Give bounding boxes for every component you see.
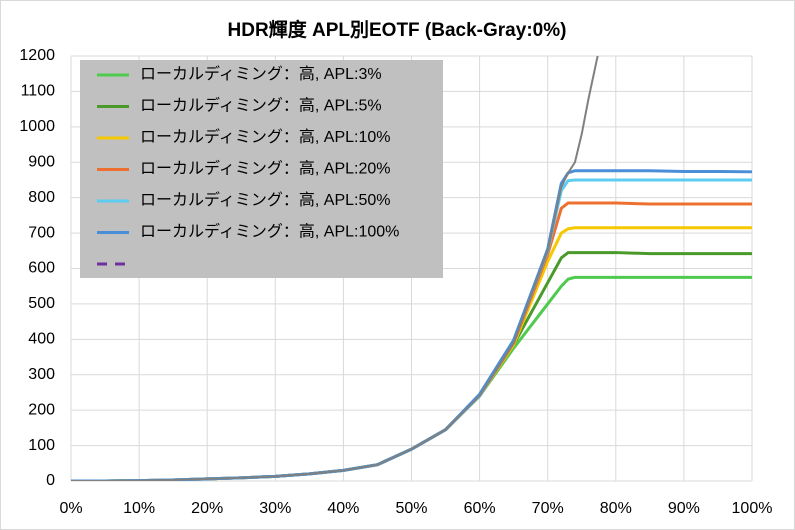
x-tick-label: 30% (259, 500, 291, 517)
legend-label: ローカルディミング：高, APL:3% (140, 64, 382, 83)
legend-label: ローカルディミング：高, APL:5% (140, 96, 382, 115)
y-tick-label: 400 (28, 331, 55, 348)
x-tick-label: 50% (395, 500, 427, 517)
x-tick-label: 60% (464, 500, 496, 517)
series-line (71, 56, 599, 481)
x-tick-label: 40% (327, 500, 359, 517)
x-tick-label: 70% (532, 500, 564, 517)
x-tick-label: 80% (600, 500, 632, 517)
x-tick-label: 90% (668, 500, 700, 517)
x-tick-label: 100% (732, 500, 773, 517)
x-tick-label: 10% (123, 500, 155, 517)
y-tick-label: 100 (28, 437, 55, 454)
x-tick-label: 0% (59, 500, 82, 517)
chart-title: HDR輝度 APL別EOTF (Back-Gray:0%) (228, 18, 567, 41)
y-tick-label: 200 (28, 401, 55, 418)
y-tick-label: 1100 (21, 83, 56, 100)
legend-label: ローカルディミング：高, APL:50% (140, 190, 390, 209)
y-tick-label: 300 (28, 366, 55, 383)
y-tick-label: 0 (46, 472, 55, 489)
legend-label: ローカルディミング：高, APL:10% (140, 127, 390, 146)
y-tick-label: 600 (28, 260, 55, 277)
y-tick-label: 500 (28, 295, 55, 312)
x-tick-label: 20% (191, 500, 223, 517)
y-tick-label: 700 (28, 224, 55, 241)
legend-label: ローカルディミング：高, APL:100% (140, 222, 399, 241)
y-tick-label: 900 (28, 153, 55, 170)
y-tick-label: 800 (28, 189, 55, 206)
legend-label: ローカルディミング：高, APL:20% (140, 159, 390, 178)
legend-box (80, 60, 443, 278)
y-tick-label: 1000 (19, 118, 55, 135)
y-tick-label: 1200 (19, 47, 55, 64)
